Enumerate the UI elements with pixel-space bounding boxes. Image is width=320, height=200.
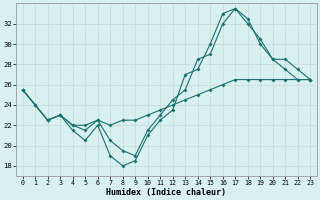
X-axis label: Humidex (Indice chaleur): Humidex (Indice chaleur) — [107, 188, 227, 197]
